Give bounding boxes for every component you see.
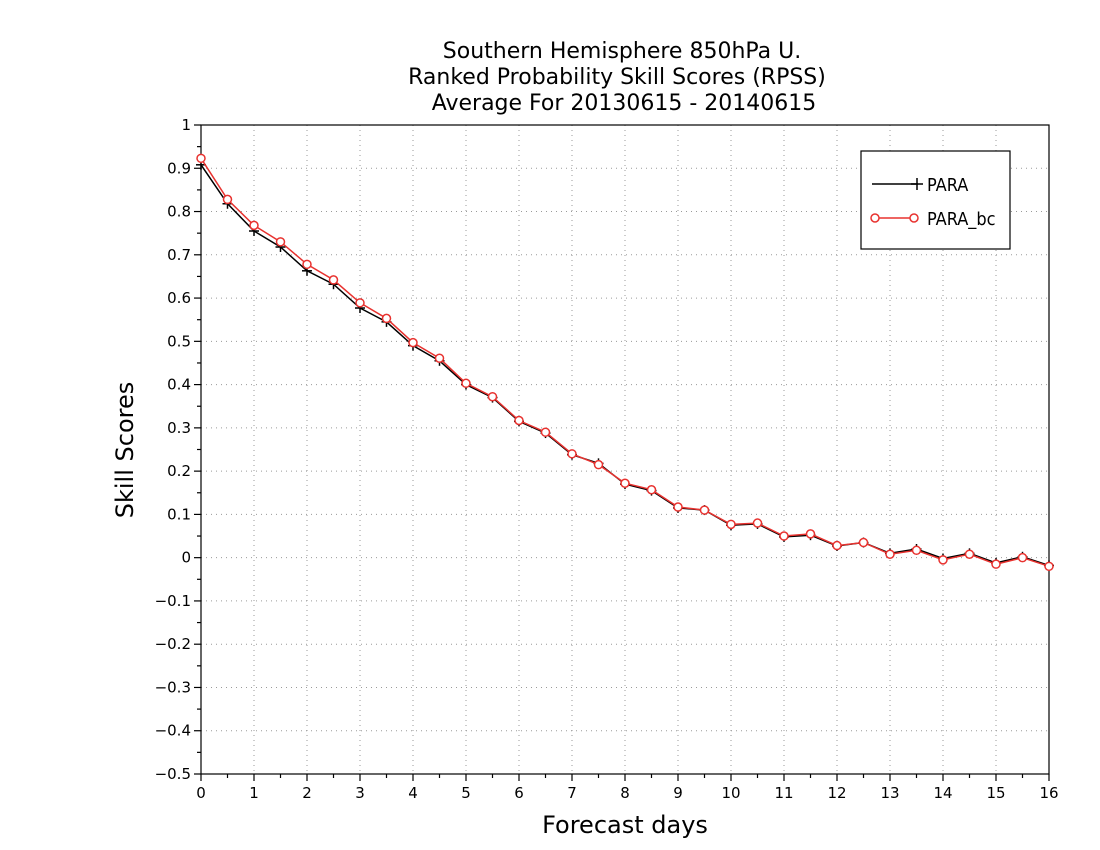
data-series xyxy=(196,153,1054,572)
x-tick-label: 10 xyxy=(721,784,740,802)
y-axis-ticks: −0.5 −0.4 −0.3 −0.2 −0.1 0 0.1 0.2 0.3 0.4 0.5 0.6 0… xyxy=(155,116,201,783)
para-bc-marker xyxy=(567,449,577,459)
chart-title: Southern Hemisphere 850hPa U. Ranked Pro… xyxy=(408,39,826,116)
legend-para-bc-marker-right xyxy=(909,213,919,223)
para-bc-marker xyxy=(355,298,365,308)
para-bc-marker xyxy=(593,459,604,470)
x-axis-ticks: 0 1 2 3 4 5 6 7 8 9 10 11 12 13 14 15 16 xyxy=(196,774,1059,802)
legend-para-bc-marker-left xyxy=(870,213,880,223)
para-bc-marker xyxy=(699,505,710,515)
y-tick-label: 0 xyxy=(181,549,191,567)
para-bc-marker xyxy=(726,519,736,530)
para-bc-marker xyxy=(805,529,816,539)
para-bc-marker xyxy=(885,549,895,559)
x-tick-label: 8 xyxy=(620,784,630,802)
y-tick-label: 0.6 xyxy=(167,289,191,307)
para-bc-marker xyxy=(646,484,657,495)
x-tick-label: 7 xyxy=(567,784,577,802)
para-bc-marker xyxy=(302,259,312,270)
para-bc-marker xyxy=(1017,552,1028,563)
x-tick-label: 6 xyxy=(514,784,524,802)
para-bc-marker xyxy=(408,337,418,348)
y-tick-label: 0.9 xyxy=(167,159,191,177)
y-tick-label: −0.1 xyxy=(155,592,191,610)
x-axis-label: Forecast days xyxy=(542,811,708,839)
legend-para-marker xyxy=(911,178,923,190)
para-bc-marker xyxy=(752,518,763,528)
para-bc-marker xyxy=(964,549,975,559)
legend: PARA PARA_bc xyxy=(860,150,1011,250)
y-axis-label: Skill Scores xyxy=(111,382,139,519)
legend-para-bc-label: PARA_bc xyxy=(927,209,996,230)
para-bc-marker xyxy=(1044,561,1054,572)
chart-title-line-2: Ranked Probability Skill Scores (RPSS) xyxy=(408,65,826,90)
para-bc-marker xyxy=(381,313,392,324)
y-tick-label: 1 xyxy=(181,116,191,134)
y-tick-label: −0.3 xyxy=(155,678,191,696)
x-tick-label: 14 xyxy=(933,784,952,802)
para-bc-marker xyxy=(328,275,339,285)
x-tick-label: 2 xyxy=(302,784,312,802)
para-bc-marker xyxy=(514,415,524,426)
para-bc-marker xyxy=(275,237,286,247)
y-tick-label: −0.5 xyxy=(155,765,191,783)
para-bc-marker xyxy=(222,194,233,205)
para-bc-marker xyxy=(540,427,551,437)
x-tick-label: 0 xyxy=(196,784,206,802)
x-tick-label: 5 xyxy=(461,784,471,802)
y-tick-label: 0.5 xyxy=(167,332,191,350)
para-bc-marker xyxy=(487,391,498,402)
grid-lines xyxy=(201,125,1049,774)
para-bc-marker xyxy=(673,502,683,512)
y-tick-label: −0.2 xyxy=(155,635,191,653)
x-tick-label: 12 xyxy=(827,784,846,802)
y-tick-label: 0.8 xyxy=(167,203,191,221)
y-tick-label: 0.3 xyxy=(167,419,191,437)
chart-title-line-1: Southern Hemisphere 850hPa U. xyxy=(443,39,801,64)
para-bc-marker xyxy=(620,478,630,488)
legend-box xyxy=(860,150,1011,250)
para-bc-marker xyxy=(911,545,922,556)
x-tick-label: 15 xyxy=(986,784,1005,802)
para-bc-marker xyxy=(832,540,842,551)
para-bc-marker xyxy=(938,555,948,565)
para-bc-marker xyxy=(249,220,259,231)
para-bc-marker xyxy=(196,153,206,164)
para-bc-marker xyxy=(991,559,1001,569)
chart-title-line-3: Average For 20130615 - 20140615 xyxy=(432,91,817,116)
x-tick-label: 4 xyxy=(408,784,418,802)
para-bc-marker xyxy=(461,378,471,389)
y-tick-label: 0.7 xyxy=(167,246,191,264)
para-bc-marker xyxy=(858,537,869,548)
x-tick-label: 1 xyxy=(249,784,259,802)
legend-para-label: PARA xyxy=(927,175,968,196)
x-tick-label: 11 xyxy=(774,784,793,802)
y-tick-label: 0.2 xyxy=(167,462,191,480)
para-bc-marker xyxy=(779,531,789,541)
x-tick-label: 9 xyxy=(673,784,683,802)
y-tick-label: 0.4 xyxy=(167,376,191,394)
x-tick-label: 16 xyxy=(1039,784,1058,802)
x-tick-label: 13 xyxy=(880,784,899,802)
y-tick-label: 0.1 xyxy=(167,505,191,523)
y-tick-label: −0.4 xyxy=(155,722,191,740)
x-tick-label: 3 xyxy=(355,784,365,802)
para-bc-marker xyxy=(434,353,445,363)
